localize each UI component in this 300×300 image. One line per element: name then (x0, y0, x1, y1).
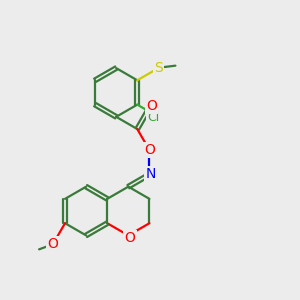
Text: O: O (146, 99, 157, 113)
Text: S: S (154, 61, 163, 75)
Text: O: O (47, 237, 58, 251)
Text: O: O (124, 231, 136, 245)
Text: Cl: Cl (147, 110, 160, 124)
Text: N: N (145, 167, 156, 182)
Text: O: O (144, 143, 155, 157)
